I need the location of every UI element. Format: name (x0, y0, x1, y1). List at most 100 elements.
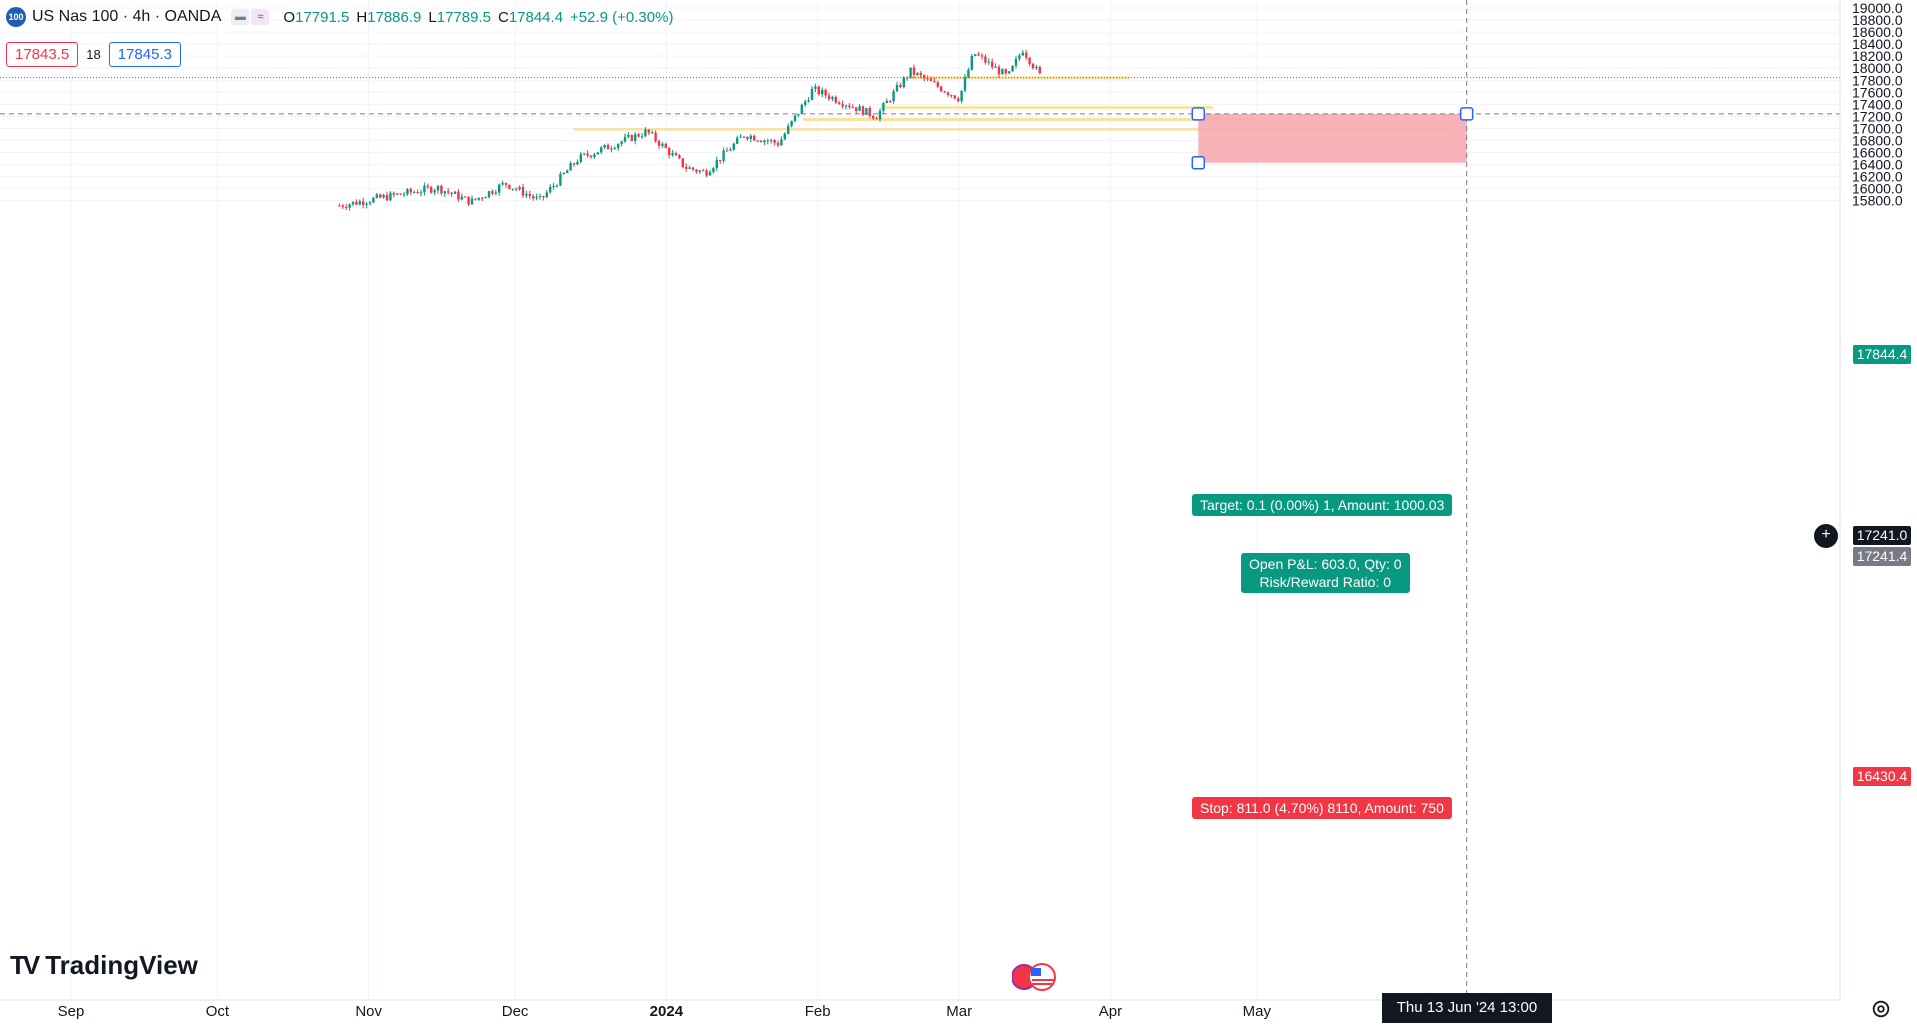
symbol-legend: 100 US Nas 100 · 4h · OANDA ▬ ≈ O 17791.… (6, 6, 680, 28)
position-handle[interactable] (1459, 107, 1474, 121)
time-tick-label: Sep (58, 1003, 85, 1020)
low-label: L (428, 8, 437, 26)
candle-body (824, 89, 827, 96)
symbol-title[interactable]: US Nas 100 · 4h · OANDA (32, 8, 222, 25)
candle-body (967, 69, 970, 78)
sell-button[interactable]: 17843.5 (6, 42, 79, 67)
candle-body (409, 189, 412, 193)
candle-body (916, 72, 919, 75)
price-tick-label: 19000.0 (1852, 0, 1903, 16)
candle-body (804, 101, 807, 105)
candle-body (885, 100, 888, 104)
candle-body (766, 140, 769, 142)
symbol-badge[interactable]: 100 (6, 7, 26, 27)
candle-body (474, 198, 477, 200)
candle-body (637, 134, 640, 137)
candle-body (1031, 63, 1035, 69)
time-axis[interactable]: Sep Oct Nov Dec 2024 Feb Mar Apr May (0, 999, 1840, 1020)
candle-body (538, 196, 542, 198)
candle-body (372, 197, 375, 203)
flag-icon[interactable] (1012, 963, 1058, 991)
change-value: +52.9 (+0.30%) (570, 8, 674, 26)
candle-body (783, 133, 786, 140)
support-zone (803, 117, 1257, 121)
candle-body (834, 96, 837, 103)
candle-body (521, 187, 525, 196)
candle-body (549, 187, 552, 193)
candle-body (613, 148, 616, 150)
candle-body (1001, 69, 1004, 75)
candle-body (892, 91, 895, 102)
candle-body (926, 78, 929, 80)
candle-body (419, 192, 423, 194)
candle-body (358, 201, 361, 205)
candle-body (746, 137, 749, 139)
crosshair-time-tag: Thu 13 Jun '24 13:00 (1382, 993, 1552, 1023)
price-tick-label: 16000.0 (1852, 181, 1903, 197)
plus-icon[interactable]: + (1814, 524, 1838, 548)
candle-body (722, 150, 725, 161)
price-tick-label: 16400.0 (1852, 157, 1903, 173)
candle-body (1014, 58, 1018, 66)
candle-body (447, 191, 450, 193)
chart-type-icon[interactable]: ▬ (231, 9, 250, 25)
pnl-label[interactable]: Open P&L: 603.0, Qty: 0 Risk/Reward Rati… (1241, 553, 1410, 593)
time-tick-label: Mar (946, 1003, 972, 1020)
candle-body (413, 192, 416, 194)
candle-body (338, 205, 341, 207)
brand-name: TradingView (45, 950, 198, 980)
candle-body (685, 166, 688, 169)
stop-loss-area[interactable] (1198, 113, 1467, 163)
candle-body (617, 144, 620, 149)
candle-body (695, 169, 698, 172)
candle-body (759, 140, 763, 143)
candle-body (749, 135, 752, 139)
price-axis[interactable]: 19000.018800.018600.018400.018200.018000… (1839, 0, 1903, 1000)
candle-body (596, 152, 599, 155)
candle-body (770, 140, 773, 142)
candle-body (579, 154, 582, 163)
candle-body (841, 104, 844, 107)
candle-body (950, 94, 953, 96)
candle-body (569, 163, 572, 171)
candle-body (528, 194, 531, 197)
target-label[interactable]: Target: 0.1 (0.00%) 1, Amount: 1000.03 (1192, 494, 1453, 516)
candle-body (651, 132, 654, 134)
candle-body (725, 150, 729, 152)
candle-body (912, 67, 916, 75)
candle-body (674, 153, 678, 156)
candle-body (406, 189, 409, 195)
stop-label[interactable]: Stop: 811.0 (4.70%) 8110, Amount: 750 (1192, 797, 1452, 819)
candle-body (341, 205, 344, 208)
buy-button[interactable]: 17845.3 (108, 42, 181, 67)
candle-body (923, 75, 926, 79)
candle-body (423, 185, 426, 193)
candle-body (375, 194, 378, 198)
candle-body (389, 192, 392, 201)
candle-body (929, 78, 933, 82)
price-tick-label: 17200.0 (1852, 108, 1903, 124)
candle-body (511, 188, 514, 190)
candle-body (562, 172, 565, 174)
candle-body (851, 107, 854, 109)
price-tick-label: 18400.0 (1852, 36, 1903, 52)
candle-body (899, 84, 902, 88)
settings-icon[interactable] (1870, 998, 1892, 1020)
candle-body (491, 191, 494, 194)
candle-body (1025, 52, 1028, 58)
candle-body (861, 106, 865, 115)
open-label: O (283, 8, 296, 26)
candle-body (362, 201, 365, 205)
candle-body (552, 185, 555, 188)
candle-body (994, 66, 997, 68)
position-handle[interactable] (1191, 107, 1206, 121)
candle-body (498, 184, 501, 193)
candle-body (654, 132, 657, 141)
candle-body (365, 203, 368, 205)
position-handles[interactable] (1191, 107, 1474, 170)
compare-icon[interactable]: ≈ (251, 9, 270, 25)
candle-body (515, 188, 518, 190)
position-handle[interactable] (1191, 155, 1206, 170)
candle-body (793, 115, 797, 121)
